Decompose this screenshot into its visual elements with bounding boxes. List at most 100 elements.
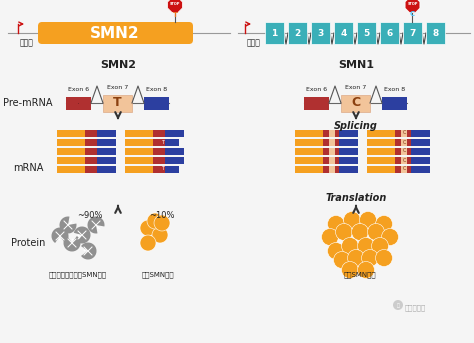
Circle shape: [344, 212, 361, 228]
Bar: [339, 166, 358, 173]
Bar: [165, 156, 184, 164]
Text: C: C: [410, 11, 415, 17]
Bar: [395, 156, 401, 164]
Bar: [329, 130, 335, 137]
Bar: [335, 156, 339, 164]
Bar: [335, 130, 339, 137]
Text: Exon 8: Exon 8: [384, 87, 405, 92]
Bar: [165, 147, 184, 154]
Text: 2: 2: [294, 28, 301, 37]
Circle shape: [393, 300, 403, 310]
Text: T: T: [161, 166, 164, 172]
Bar: [165, 130, 184, 137]
Circle shape: [375, 215, 392, 233]
Bar: [311, 22, 330, 44]
Bar: [160, 166, 165, 173]
Wedge shape: [74, 226, 91, 244]
Text: 全长SMN蛋白: 全长SMN蛋白: [142, 272, 174, 278]
Bar: [401, 139, 407, 145]
Bar: [339, 156, 358, 164]
Text: T: T: [173, 12, 177, 18]
Circle shape: [154, 215, 170, 231]
Text: Exon 6: Exon 6: [306, 87, 327, 92]
Text: Exon 6: Exon 6: [68, 87, 89, 92]
Bar: [57, 139, 85, 145]
Text: 启动子: 启动子: [20, 38, 34, 47]
Circle shape: [367, 224, 384, 240]
Bar: [407, 130, 411, 137]
Bar: [329, 166, 335, 173]
Text: Protein: Protein: [11, 238, 45, 248]
Bar: [153, 139, 160, 145]
Bar: [323, 166, 329, 173]
Circle shape: [328, 215, 345, 233]
FancyBboxPatch shape: [38, 22, 193, 44]
Bar: [57, 147, 85, 154]
Bar: [125, 139, 153, 145]
Bar: [103, 95, 132, 111]
Text: 8: 8: [432, 28, 438, 37]
Text: STOP: STOP: [407, 2, 418, 6]
Circle shape: [140, 235, 156, 251]
Circle shape: [362, 249, 379, 267]
Bar: [323, 147, 329, 154]
Bar: [380, 22, 399, 44]
Bar: [97, 130, 116, 137]
Bar: [335, 166, 339, 173]
Wedge shape: [64, 236, 81, 251]
Text: 非全长且不稳定的SMN蛋白: 非全长且不稳定的SMN蛋白: [49, 272, 107, 278]
Bar: [395, 147, 401, 154]
Text: 3: 3: [318, 28, 324, 37]
Bar: [411, 139, 430, 145]
Bar: [329, 156, 335, 164]
Bar: [426, 22, 445, 44]
Circle shape: [72, 239, 73, 241]
Circle shape: [357, 261, 374, 279]
Text: 课博讲遍传: 课博讲遍传: [404, 305, 426, 311]
Bar: [165, 139, 179, 145]
Wedge shape: [60, 216, 76, 234]
Text: C: C: [402, 166, 406, 172]
Bar: [160, 139, 165, 145]
Bar: [153, 147, 165, 154]
Bar: [403, 22, 422, 44]
Bar: [304, 96, 329, 109]
Circle shape: [321, 228, 338, 246]
Bar: [335, 139, 339, 145]
Text: ~90%: ~90%: [77, 211, 103, 220]
Bar: [323, 130, 329, 137]
Text: C: C: [402, 130, 406, 135]
Text: C: C: [402, 140, 406, 144]
Circle shape: [97, 227, 99, 229]
Bar: [165, 166, 179, 173]
Circle shape: [359, 212, 376, 228]
Bar: [411, 147, 430, 154]
Bar: [125, 130, 153, 137]
Bar: [407, 156, 411, 164]
Text: 5: 5: [364, 28, 370, 37]
Circle shape: [78, 235, 80, 237]
Bar: [125, 156, 153, 164]
Bar: [97, 139, 116, 145]
Text: STOP: STOP: [170, 2, 180, 6]
Bar: [395, 130, 401, 137]
Bar: [97, 156, 116, 164]
Bar: [411, 130, 430, 137]
Bar: [85, 166, 97, 173]
Bar: [407, 166, 411, 173]
Bar: [367, 166, 395, 173]
Bar: [401, 156, 407, 164]
Bar: [357, 22, 376, 44]
Bar: [288, 22, 307, 44]
Text: C: C: [351, 96, 360, 109]
Text: C: C: [402, 149, 406, 154]
Text: 课: 课: [397, 303, 400, 308]
Bar: [153, 156, 165, 164]
Bar: [66, 96, 91, 109]
Circle shape: [375, 249, 392, 267]
Text: Exon 7: Exon 7: [107, 85, 128, 90]
Circle shape: [334, 251, 350, 269]
Bar: [382, 96, 407, 109]
Bar: [323, 156, 329, 164]
Bar: [395, 166, 401, 173]
